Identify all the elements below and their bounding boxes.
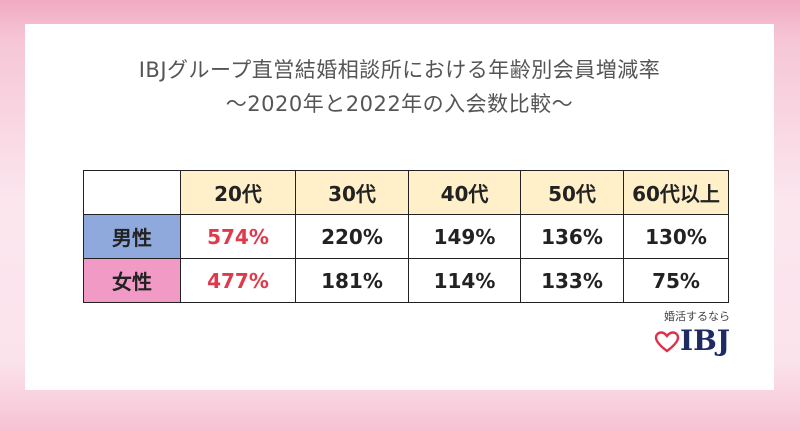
column-header-20s: 20代 xyxy=(180,170,296,215)
row-label-female: 女性 xyxy=(83,258,181,303)
content-card: IBJグループ直営結婚相談所における年齢別会員増減率 ～2020年と2022年の… xyxy=(25,24,774,390)
table-cell: 114% xyxy=(408,258,521,303)
table-cell: 477% xyxy=(180,258,296,303)
table-header-row: 20代 30代 40代 50代 60代以上 xyxy=(83,170,729,215)
table-corner-cell xyxy=(83,170,181,215)
page-subtitle: ～2020年と2022年の入会数比較～ xyxy=(225,92,574,116)
table-cell: 574% xyxy=(180,214,296,259)
table-cell: 149% xyxy=(408,214,521,259)
logo-brand: IBJ xyxy=(680,324,731,357)
table-cell: 181% xyxy=(295,258,409,303)
table-cell: 133% xyxy=(520,258,624,303)
row-label-male: 男性 xyxy=(83,214,181,259)
ibj-logo: IBJ xyxy=(654,324,744,358)
table-cell: 130% xyxy=(623,214,729,259)
table-cell: 75% xyxy=(623,258,729,303)
table-row-male: 男性 574% 220% 149% 136% 130% xyxy=(83,214,729,259)
column-header-40s: 40代 xyxy=(408,170,521,215)
table-cell: 220% xyxy=(295,214,409,259)
table-cell: 136% xyxy=(520,214,624,259)
logo-tagline: 婚活するなら xyxy=(664,310,730,323)
column-header-60s-plus: 60代以上 xyxy=(623,170,729,215)
table-row-female: 女性 477% 181% 114% 133% 75% xyxy=(83,258,729,303)
column-header-50s: 50代 xyxy=(520,170,624,215)
page-title: IBJグループ直営結婚相談所における年齢別会員増減率 xyxy=(138,58,661,82)
heart-icon xyxy=(654,331,680,353)
growth-rate-table: 20代 30代 40代 50代 60代以上 男性 574% 220% 149% … xyxy=(83,170,729,303)
column-header-30s: 30代 xyxy=(295,170,409,215)
